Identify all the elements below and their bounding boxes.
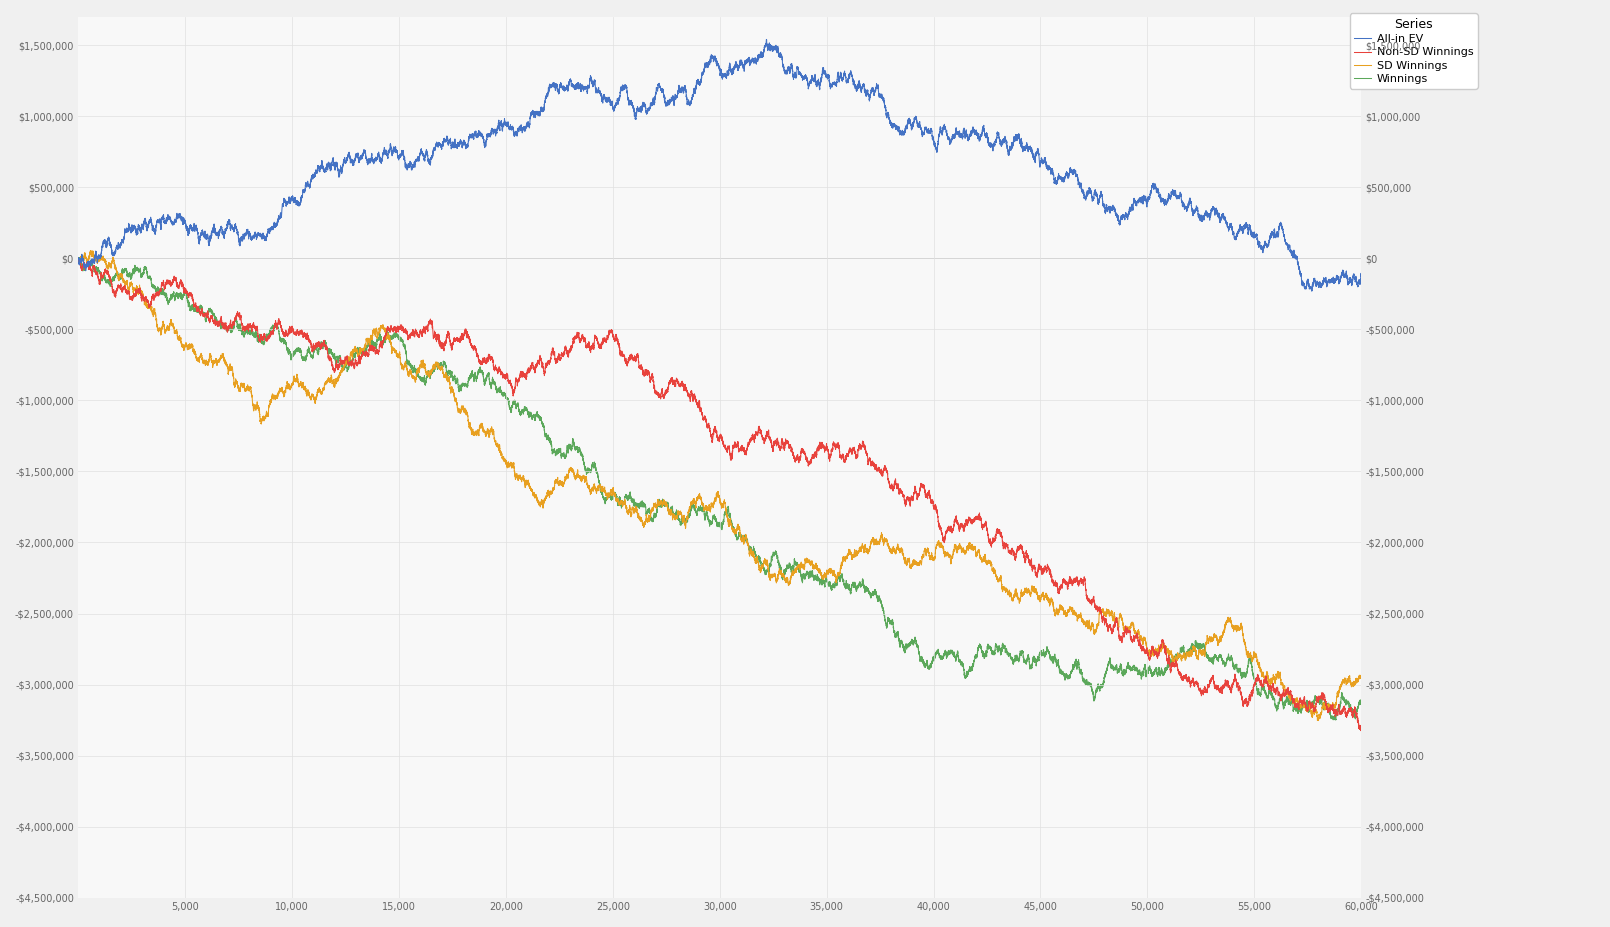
Winnings (1188, 641, 1208, 652)
All-in EV (757, 34, 776, 45)
Winnings (1187, 639, 1206, 650)
SD Winnings (290, 380, 309, 391)
Non-SD Winnings (1351, 725, 1370, 736)
All-in EV (69, 253, 89, 264)
Non-SD Winnings (1187, 678, 1206, 689)
All-in EV (475, 139, 494, 150)
Winnings (868, 595, 887, 606)
SD Winnings (475, 428, 494, 439)
All-in EV (1352, 270, 1372, 281)
Non-SD Winnings (1188, 678, 1208, 689)
Non-SD Winnings (69, 252, 89, 263)
All-in EV (1187, 203, 1206, 214)
Winnings (69, 253, 89, 264)
Non-SD Winnings (868, 463, 887, 474)
Winnings (1209, 652, 1228, 663)
SD Winnings (80, 245, 100, 256)
SD Winnings (1209, 637, 1228, 648)
Line: Non-SD Winnings: Non-SD Winnings (79, 258, 1362, 730)
SD Winnings (1188, 652, 1208, 663)
Non-SD Winnings (1352, 725, 1372, 736)
Non-SD Winnings (475, 356, 494, 367)
SD Winnings (1352, 670, 1372, 681)
Winnings (1352, 696, 1372, 707)
Line: SD Winnings: SD Winnings (79, 250, 1362, 720)
All-in EV (290, 198, 309, 210)
All-in EV (1209, 210, 1228, 221)
SD Winnings (69, 253, 89, 264)
Winnings (69, 252, 89, 263)
Non-SD Winnings (290, 329, 309, 340)
Non-SD Winnings (69, 253, 89, 264)
All-in EV (1188, 204, 1208, 215)
Winnings (290, 343, 309, 354)
SD Winnings (868, 538, 887, 549)
Line: Winnings: Winnings (79, 258, 1362, 720)
Line: All-in EV: All-in EV (79, 40, 1362, 291)
Non-SD Winnings (1209, 684, 1228, 695)
Winnings (475, 373, 494, 384)
Legend: All-in EV, Non-SD Winnings, SD Winnings, Winnings: All-in EV, Non-SD Winnings, SD Winnings,… (1349, 13, 1478, 89)
All-in EV (868, 83, 887, 94)
SD Winnings (1309, 715, 1328, 726)
SD Winnings (1187, 649, 1206, 660)
Winnings (1327, 715, 1346, 726)
All-in EV (1302, 286, 1322, 297)
